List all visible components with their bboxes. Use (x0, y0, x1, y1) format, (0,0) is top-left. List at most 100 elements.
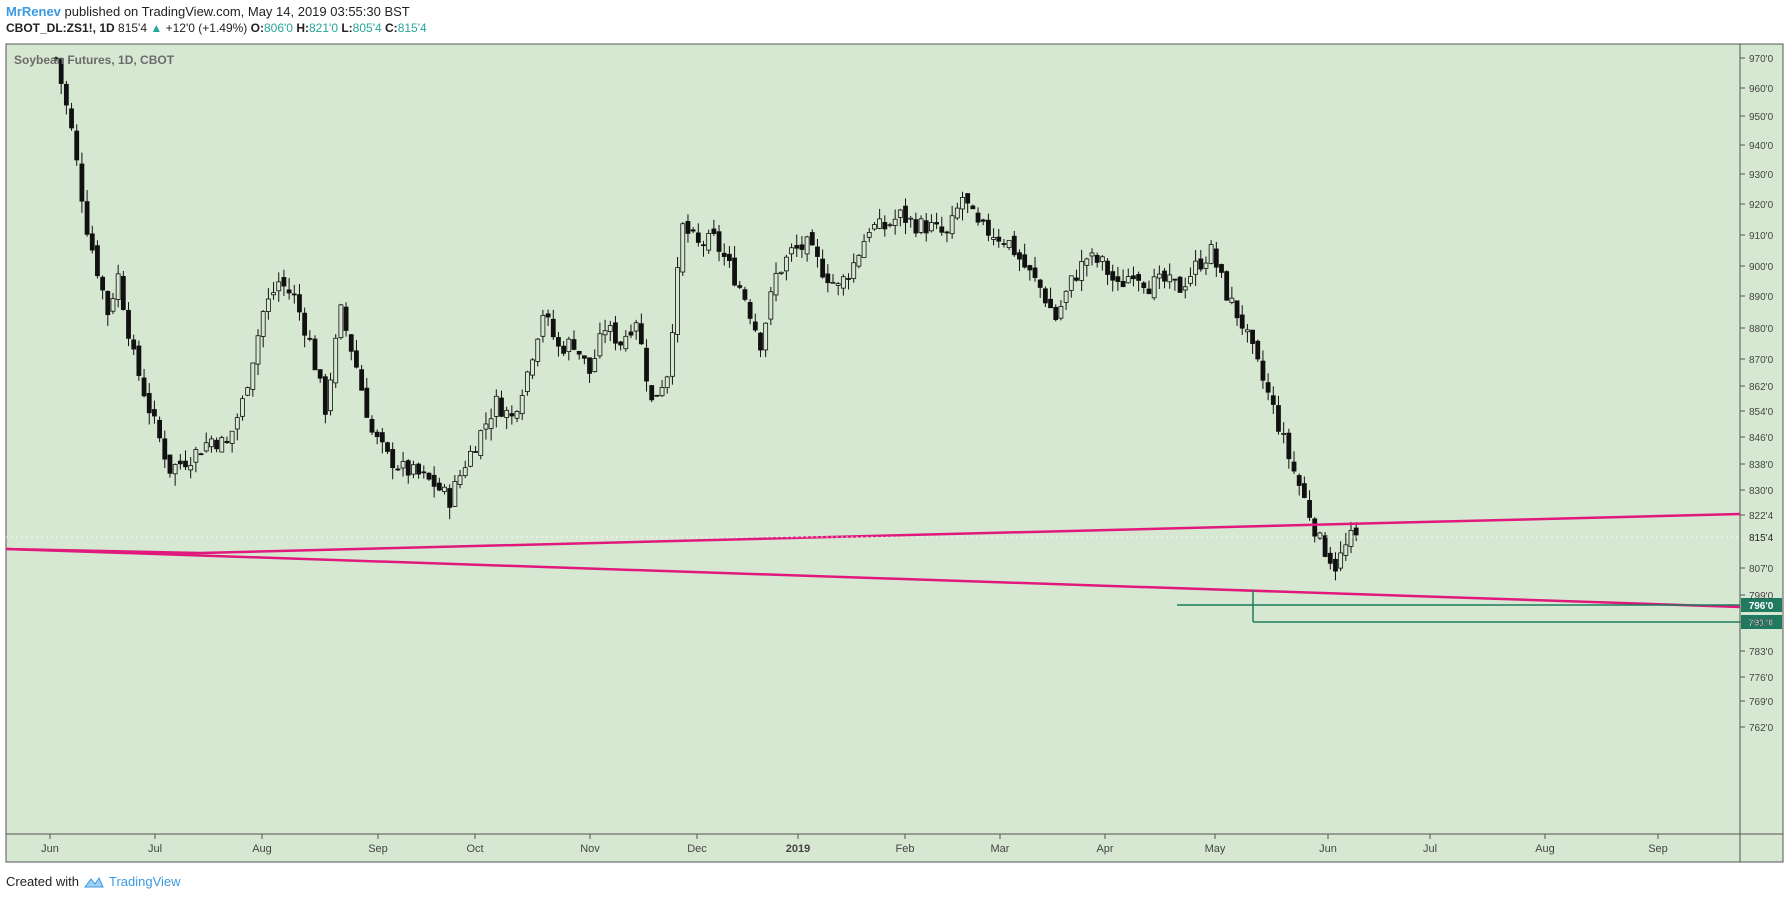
candle-body (752, 321, 758, 331)
candle-body (260, 311, 266, 337)
price-tick-label: 822'4 (1749, 511, 1774, 522)
time-axis[interactable] (6, 834, 1783, 862)
candle-body (587, 357, 592, 374)
candle-body (214, 439, 219, 450)
candle-body (799, 244, 805, 250)
candle-body (395, 468, 401, 471)
candle-body (1353, 527, 1359, 536)
candle-body (1037, 279, 1043, 288)
footer: Created with TradingView (6, 874, 181, 889)
candle-body (618, 341, 624, 346)
candle-body (1125, 276, 1131, 284)
time-tick-label: Sep (368, 843, 388, 855)
candle-body (524, 371, 530, 392)
candle-body (1255, 340, 1261, 360)
candle-body (240, 398, 245, 417)
candle-body (58, 58, 64, 84)
candle-body (1291, 461, 1297, 472)
candle-body (918, 218, 924, 233)
price-tick-label: 960'0 (1749, 84, 1774, 95)
candle-body (354, 350, 359, 368)
close-label: C: (385, 21, 398, 35)
candle-body (188, 465, 194, 471)
candle-body (1343, 544, 1349, 556)
trendlines-group (5, 512, 1741, 609)
time-tick-label: Feb (896, 843, 915, 855)
candle-body (550, 318, 556, 338)
candle-body (592, 358, 598, 373)
price-tick-label: 791'0 (1749, 618, 1774, 629)
candle-body (436, 482, 442, 491)
candle-body (1120, 281, 1126, 288)
candle-body (649, 385, 655, 401)
high-value: 821'0 (309, 21, 338, 35)
chart-title: Soybean Futures, 1D, CBOT (14, 53, 175, 67)
candle-body (675, 267, 680, 335)
time-tick-label: Aug (1535, 843, 1555, 855)
price-tick-label: 910'0 (1749, 231, 1774, 242)
candle-body (84, 201, 90, 235)
candle-body (556, 337, 561, 347)
candle-body (903, 205, 908, 223)
candle-body (835, 283, 841, 286)
candle-body (1203, 262, 1209, 269)
price-axis[interactable] (1740, 44, 1783, 834)
price-tick-label: 940'0 (1749, 141, 1774, 152)
author-link[interactable]: MrRenev (6, 4, 61, 19)
time-tick-label: Dec (687, 843, 707, 855)
candle-body (1042, 288, 1048, 304)
candle-body (815, 246, 820, 257)
price-tick-label: 838'0 (1749, 460, 1774, 471)
upper-trend-line (199, 512, 1741, 555)
candle-body (478, 430, 484, 456)
candle-body (851, 262, 857, 279)
candle-body (545, 313, 551, 318)
candle-body (431, 474, 437, 487)
candle-body (1027, 265, 1033, 271)
candle-body (561, 345, 567, 354)
plot-area[interactable] (6, 44, 1740, 834)
candle-body (1322, 535, 1328, 557)
candle-body (322, 376, 328, 415)
candle-body (540, 315, 546, 337)
last-price: 815'4 (118, 21, 148, 35)
candle-body (317, 369, 323, 379)
change-arrow-icon: ▲ (150, 21, 163, 35)
candle-body (1301, 483, 1307, 498)
candle-body (846, 278, 851, 280)
candle-body (1281, 433, 1287, 435)
close-value: 815'4 (397, 21, 427, 35)
candle-body (146, 392, 152, 414)
candle-body (1146, 288, 1152, 295)
candle-body (234, 417, 240, 430)
candle-body (638, 323, 644, 345)
candle-body (923, 220, 929, 234)
candle-body (276, 281, 282, 292)
candle-body (1136, 274, 1142, 281)
candle-body (1307, 500, 1312, 518)
candle-body (1131, 275, 1136, 280)
price-change: +12'0 (+1.49%) (165, 21, 248, 35)
price-tick-label: 970'0 (1749, 54, 1774, 65)
candle-body (1219, 264, 1224, 273)
candle-body (965, 193, 971, 204)
candle-body (1167, 274, 1173, 283)
price-tick-label: 920'0 (1749, 200, 1774, 211)
candle-body (581, 355, 587, 359)
price-tick-label: 900'0 (1749, 262, 1774, 273)
candle-body (690, 229, 696, 232)
price-tick-label: 799'0 (1749, 591, 1774, 602)
candle-body (1213, 248, 1219, 268)
candle-body (1250, 329, 1255, 344)
candle-body (385, 442, 390, 452)
candle-body (183, 460, 188, 468)
candle-body (908, 217, 914, 220)
tradingview-brand-link[interactable]: TradingView (108, 874, 181, 889)
candle-body (1063, 290, 1069, 303)
candle-body (89, 233, 95, 251)
candle-body (105, 290, 111, 316)
candle-body (1017, 252, 1022, 260)
levels-group: 796'0 791'0 (1177, 590, 1782, 629)
candle-body (219, 437, 225, 453)
